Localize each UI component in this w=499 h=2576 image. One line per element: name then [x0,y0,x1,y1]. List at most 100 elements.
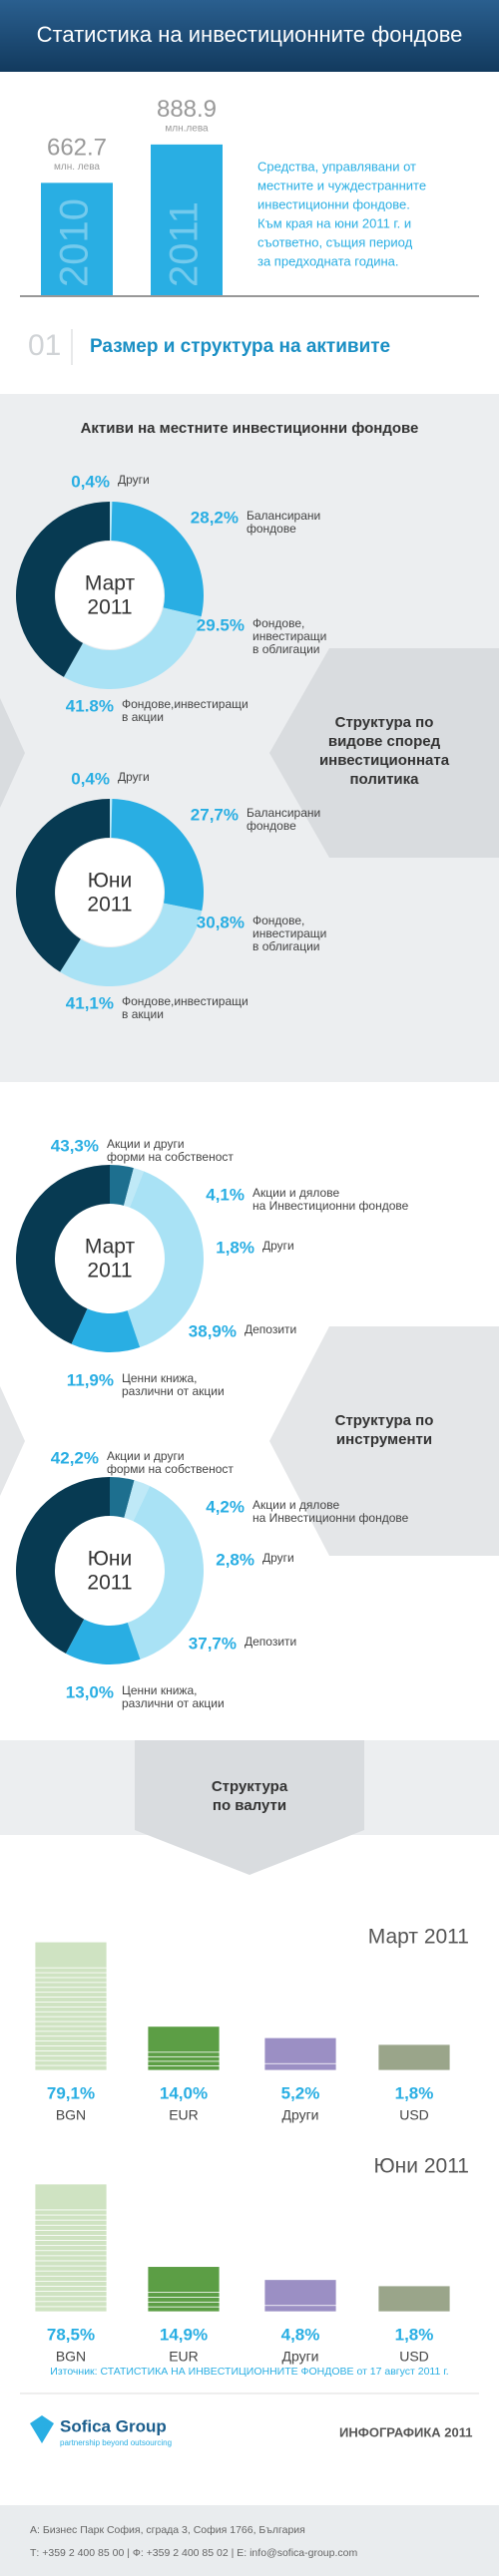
slice-label: Фондове,инвестиращи [122,994,249,1008]
donut-slice [110,799,113,839]
chevron [135,1740,364,1875]
header-bar [0,0,499,72]
category-label: Други [281,2107,318,2123]
value-label: 1,8% [216,1238,254,1257]
bar [151,144,223,295]
slice-label: в облигации [252,642,320,656]
slice-label: Фондове, [252,914,304,927]
donut-center: 2011 [87,596,132,619]
donut-center: 2011 [87,894,132,917]
group-label: по валути [213,1797,286,1814]
value-label: 38,9% [189,1321,237,1340]
intro-text: за предходната година. [257,253,399,268]
slice-label: Акции и други [107,1449,185,1463]
group-label: политика [349,771,419,788]
note-stack [263,2279,337,2313]
section-number: 01 [28,329,61,362]
donut-slice [124,1480,151,1522]
group-label: видове според [328,733,441,750]
section-title: Размер и структура на активите [90,336,390,357]
value-label: 27,7% [191,805,239,824]
slice-label: на Инвестиционни фондове [252,1511,409,1525]
donut-slice [124,1168,145,1208]
unit-label: млн.лева [165,124,209,135]
address: А: Бизнес Парк София, сграда 3, София 17… [30,2524,305,2536]
group-label: Структура по [335,714,434,731]
slice-label: Акции и дялове [252,1186,339,1200]
unit-label: млн. лева [54,162,100,173]
value-label: 4,2% [206,1497,245,1516]
intro-text: Към края на юни 2011 г. и [257,215,411,230]
slice-label: форми на собственост [107,1462,234,1476]
note-stack [377,2285,451,2313]
banknote [263,2279,337,2307]
bar-year: 2011 [163,201,207,287]
banknote [147,2025,221,2053]
slice-label: в акции [122,1007,164,1021]
slice-label: в облигации [252,939,320,953]
donut-center: 2011 [87,1572,132,1595]
slice-label: Ценни книжа, [122,1371,197,1385]
category-label: EUR [169,2349,199,2365]
value-label: 37,7% [189,1634,237,1653]
value-label: 888.9 [157,96,217,123]
donut-slice [16,1477,110,1655]
value-label: 662.7 [47,135,107,162]
intro-text: местните и чуждестранните [257,178,426,192]
slice-label: фондове [247,819,296,833]
donut-slice [111,502,205,617]
donut-hole [56,839,164,946]
section-heading: Активи на местните инвестиционни фондове [81,420,419,437]
slice-label: различни от акции [122,1696,225,1710]
value-label: 41.8% [66,696,114,715]
value-label: 43,3% [51,1136,99,1155]
slice-label: форми на собственост [107,1150,234,1164]
logo: Sofica Group [60,2416,167,2435]
value-label: 42,2% [51,1448,99,1467]
value-label: 28,2% [191,508,239,527]
value-label: 11,9% [67,1370,114,1389]
value-label: 2,8% [216,1550,254,1569]
value-label: 4,1% [206,1185,245,1204]
donut-slice [60,903,203,986]
slice-label: Други [262,1551,294,1565]
category-label: BGN [56,2349,86,2365]
donut-center: Март [85,572,136,595]
slice-label: Акции и дялове [252,1498,339,1512]
value-label: 1,8% [395,2083,434,2102]
donut-hole [56,542,164,649]
intro-text: съответно, същия период [257,234,413,249]
value-label: 29.5% [197,615,245,634]
value-label: 14,9% [160,2325,208,2344]
value-label: 0,4% [71,769,110,788]
banknote [377,2043,451,2071]
slice-label: Ценни книжа, [122,1683,197,1697]
note-stack [34,2183,108,2313]
chevron [0,698,25,808]
slice-label: Балансирани [247,806,320,820]
category-label: USD [399,2107,429,2123]
slice-label: Депозити [245,1635,296,1649]
value-label: 13,0% [66,1682,114,1701]
slice-label: Акции и други [107,1137,185,1151]
banknote [147,2266,221,2294]
note-stack [147,2266,221,2313]
chevron [269,648,499,858]
slice-label: фондове [247,522,296,536]
value-label: 5,2% [281,2083,320,2102]
value-label: 41,1% [66,993,114,1012]
donut-slice [110,1477,135,1518]
banknote [377,2285,451,2313]
value-label: 78,5% [47,2325,95,2344]
donut-slice [110,502,113,542]
note-stack [377,2043,451,2071]
slice-label: в акции [122,710,164,724]
slice-label: Други [262,1239,294,1253]
category-label: BGN [56,2107,86,2123]
bar [41,183,113,295]
donut-slice [65,1619,141,1664]
note-stack [34,1941,108,2071]
slice-label: Балансирани [247,509,320,523]
tagline: partnership beyond outsourcing [60,2438,172,2447]
